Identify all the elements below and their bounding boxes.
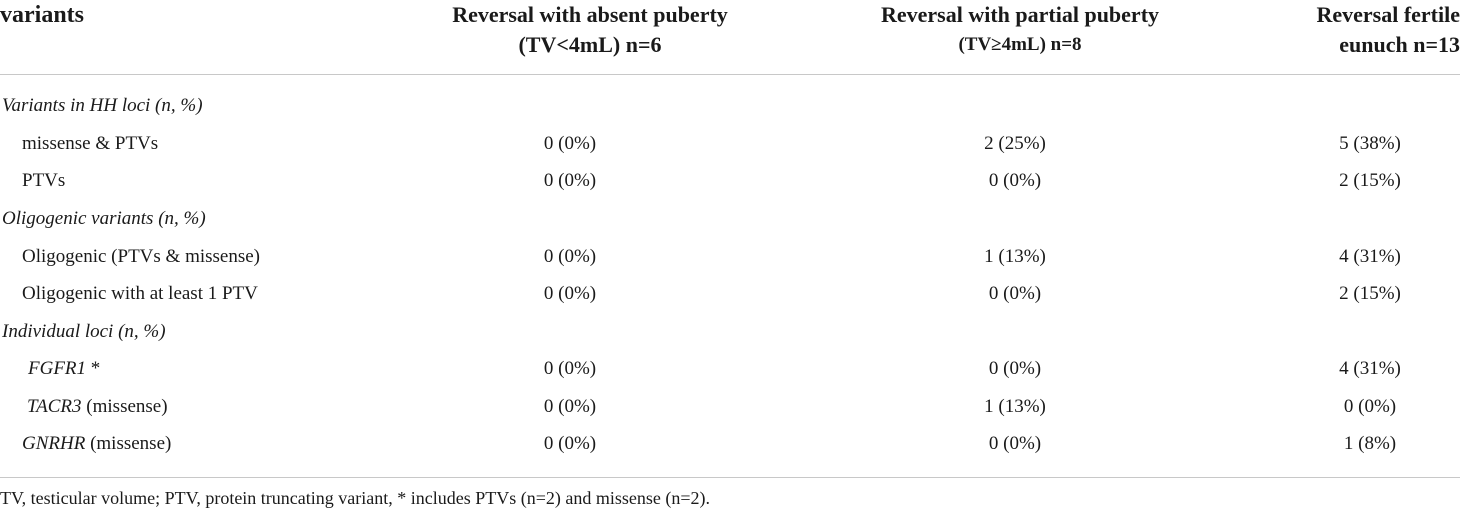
table-row: TACR3 (missense) 0 (0%) 1 (13%) 0 (0%) [0,388,1460,425]
header-partial-puberty-line2: (TV≥4mL) n=8 [958,34,1082,55]
table-row: PTVs 0 (0%) 0 (0%) 2 (15%) [0,162,1460,199]
gene-name: GNRHR [22,433,86,454]
section-row-individual-loci: Individual loci (n, %) [0,313,1460,350]
cell-fertile-eunuch: 4 (31%) [1339,246,1401,267]
cell-partial-puberty: 0 (0%) [988,433,1042,454]
table-row: missense & PTVs 0 (0%) 2 (25%) 5 (38%) [0,125,1460,162]
header-variants: variants [0,2,84,28]
cell-fertile-eunuch: 4 (31%) [1339,358,1401,379]
table-footnote: TV, testicular volume; PTV, protein trun… [0,488,711,508]
row-label: TACR3 (missense) [27,388,168,425]
header-fertile-eunuch-line1: Reversal fertile [1316,2,1460,27]
gene-name: TACR3 [27,396,82,417]
cell-absent-puberty: 0 (0%) [543,246,597,267]
table-row: FGFR1 * 0 (0%) 0 (0%) 4 (31%) [0,350,1460,387]
cell-partial-puberty: 0 (0%) [988,170,1042,191]
header-absent-puberty-line1: Reversal with absent puberty [452,2,728,27]
cell-absent-puberty: 0 (0%) [543,396,597,417]
row-label: FGFR1 * [28,350,100,387]
footer-divider [0,477,1460,478]
header-divider [0,74,1460,75]
cell-absent-puberty: 0 (0%) [543,170,597,191]
cell-absent-puberty: 0 (0%) [543,358,597,379]
gene-note: (missense) [85,433,172,454]
cell-partial-puberty: 1 (13%) [984,246,1046,267]
header-partial-puberty: Reversal with partial puberty (TV≥4mL) n… [830,0,1210,60]
cell-absent-puberty: 0 (0%) [543,133,597,154]
cell-partial-puberty: 0 (0%) [988,283,1042,304]
section-row-oligogenic: Oligogenic variants (n, %) [0,200,1460,237]
cell-absent-puberty: 0 (0%) [543,283,597,304]
cell-fertile-eunuch: 2 (15%) [1339,170,1401,191]
table-row: Oligogenic with at least 1 PTV 0 (0%) 0 … [0,275,1460,312]
section-row-hh-loci: Variants in HH loci (n, %) [0,87,1460,124]
section-label: Individual loci (n, %) [2,321,166,342]
cell-partial-puberty: 0 (0%) [988,358,1042,379]
header-absent-puberty-line2: (TV<4mL) n=6 [518,32,662,57]
row-label: Oligogenic with at least 1 PTV [22,283,258,304]
row-label: Oligogenic (PTVs & missense) [22,246,261,267]
row-label: GNRHR (missense) [22,425,171,462]
table-row: Oligogenic (PTVs & missense) 0 (0%) 1 (1… [0,238,1460,275]
gene-name: FGFR1 [28,358,87,379]
header-absent-puberty: Reversal with absent puberty (TV<4mL) n=… [400,0,780,60]
section-label: Variants in HH loci (n, %) [2,95,203,116]
header-fertile-eunuch-line2: eunuch n=13 [1339,32,1460,57]
header-partial-puberty-line1: Reversal with partial puberty [880,2,1160,27]
cell-absent-puberty: 0 (0%) [543,433,597,454]
gene-note: (missense) [81,396,168,417]
cell-fertile-eunuch: 1 (8%) [1343,433,1397,454]
gene-note: * [86,358,101,379]
header-fertile-eunuch: Reversal fertile eunuch n=13 [1240,0,1460,60]
cell-partial-puberty: 2 (25%) [984,133,1046,154]
table-row: GNRHR (missense) 0 (0%) 0 (0%) 1 (8%) [0,425,1460,462]
row-label: PTVs [22,170,66,191]
section-label: Oligogenic variants (n, %) [2,208,206,229]
row-label: missense & PTVs [22,133,159,154]
cell-partial-puberty: 1 (13%) [984,396,1046,417]
cell-fertile-eunuch: 2 (15%) [1339,283,1401,304]
cell-fertile-eunuch: 5 (38%) [1339,133,1401,154]
cell-fertile-eunuch: 0 (0%) [1343,396,1397,417]
